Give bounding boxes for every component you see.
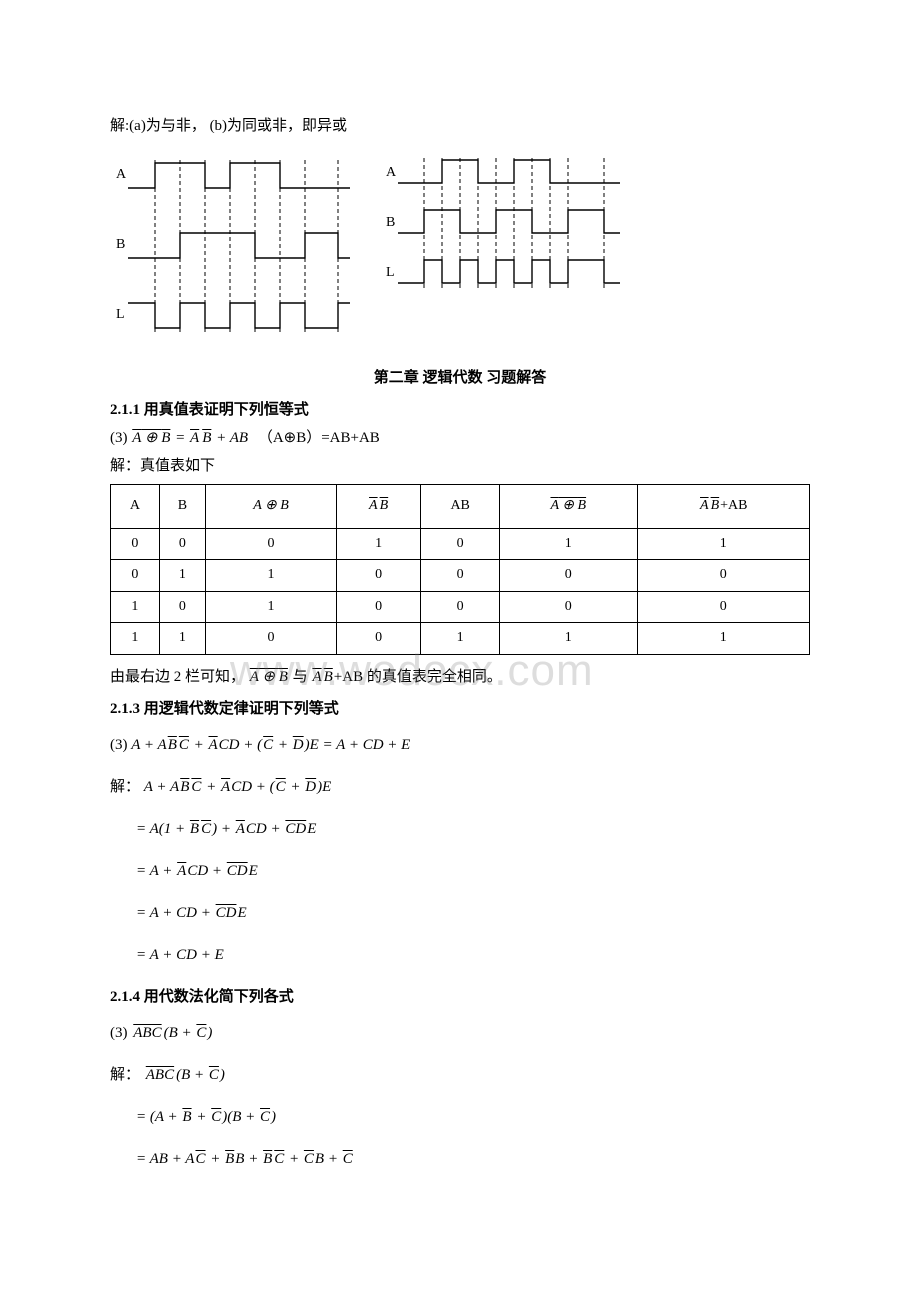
svg-text:L: L (116, 307, 125, 322)
timing-diagrams: A B L A B L (110, 148, 810, 348)
conclusion-post: 的真值表完全相同。 (367, 669, 502, 685)
svg-text:B: B (116, 237, 125, 252)
eq-label: (3) (110, 737, 131, 753)
eq-213-sol3: = A + ACD + CDE (110, 859, 810, 883)
eq-214-3: (3) ABC(B + C) (110, 1021, 810, 1045)
section-213-title: 2.1.3 用逻辑代数定律证明下列等式 (110, 697, 810, 721)
th-xornot: A ⊕ B (500, 485, 637, 529)
eq-214-sol1: 解： ABC(B + C) (110, 1063, 810, 1087)
diagram-b: A B L (380, 148, 630, 348)
eq-211-3: (3) A ⊕ B = AB + AB （A⊕B）=AB+AB (110, 426, 810, 450)
eq-213-3: (3) A + ABC + ACD + (C + D)E = A + CD + … (110, 733, 810, 757)
svg-text:B: B (386, 215, 395, 230)
truth-table: A B A ⊕ B AB AB A ⊕ B AB+AB 0001011 0110… (110, 484, 810, 655)
eq-tail: （A⊕B）=AB+AB (258, 430, 380, 446)
conclusion-expr1: A ⊕ B (249, 669, 289, 685)
th-b: B (159, 485, 205, 529)
diagram-a: A B L (110, 148, 360, 348)
table-row: 1100111 (111, 623, 810, 654)
eq-label: (3) (110, 1025, 131, 1041)
eq-213-expr: A + ABC + ACD + (C + D)E = A + CD + E (131, 737, 410, 753)
eq-214-sol3: = AB + AC + BB + BC + CB + C (110, 1147, 810, 1171)
table-row: 0110000 (111, 560, 810, 591)
svg-text:A: A (386, 165, 397, 180)
svg-text:A: A (116, 167, 127, 182)
chapter-title: 第二章 逻辑代数 习题解答 (110, 366, 810, 390)
table-row: 0001011 (111, 529, 810, 560)
svg-text:L: L (386, 265, 395, 280)
eq-lhs: A ⊕ B = AB + AB (131, 430, 248, 446)
eq-213-sol2: = A(1 + BC) + ACD + CDE (110, 817, 810, 841)
conclusion-pre: 由最右边 2 栏可知， (110, 669, 245, 685)
th-abbar: AB (336, 485, 420, 529)
eq-214-sol2: = (A + B + C)(B + C) (110, 1105, 810, 1129)
intro-text: 解:(a)为与非， (b)为同或非，即异或 (110, 114, 810, 138)
sol-label: 解： (110, 1067, 140, 1083)
conclusion-211: 由最右边 2 栏可知， A ⊕ B 与 AB+AB 的真值表完全相同。 (110, 665, 810, 689)
table-row: 1010000 (111, 591, 810, 622)
eq-213-sol4: = A + CD + CDE (110, 901, 810, 925)
solution-intro: 解：真值表如下 (110, 454, 810, 478)
th-ab: AB (421, 485, 500, 529)
eq-214-expr: ABC(B + C) (131, 1025, 212, 1041)
eq-213-sol1: 解： A + ABC + ACD + (C + D)E (110, 775, 810, 799)
th-xor: A ⊕ B (206, 485, 337, 529)
eq-213-sol5: = A + CD + E (110, 943, 810, 967)
th-sum: AB+AB (637, 485, 810, 529)
eq-label: (3) (110, 430, 131, 446)
th-a: A (111, 485, 160, 529)
section-214-title: 2.1.4 用代数法化简下列各式 (110, 985, 810, 1009)
section-211-title: 2.1.1 用真值表证明下列恒等式 (110, 398, 810, 422)
sol-label: 解： (110, 779, 140, 795)
conclusion-expr2: AB (311, 669, 333, 685)
